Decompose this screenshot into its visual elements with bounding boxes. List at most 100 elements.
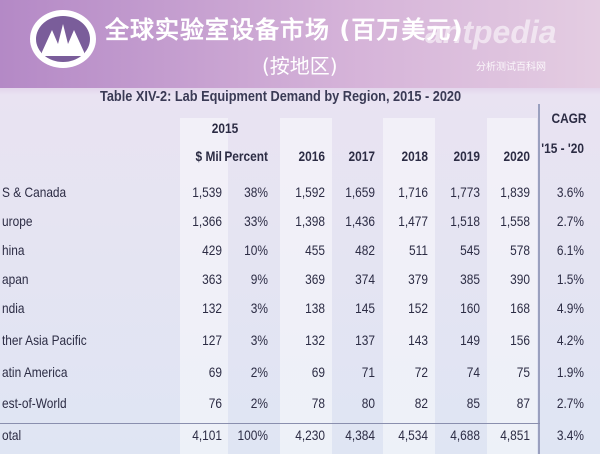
cell: 2.7% <box>556 213 584 229</box>
cell: 482 <box>355 242 375 258</box>
cell: 4,101 <box>192 427 222 443</box>
header-band <box>0 0 600 88</box>
cell: 4,688 <box>450 427 480 443</box>
watermark-sub: 分析测试百科网 <box>476 62 546 73</box>
column-header: Percent <box>224 148 268 164</box>
cell: 578 <box>510 242 530 258</box>
cell: 4,230 <box>295 427 325 443</box>
cell: 69 <box>311 364 325 380</box>
cell: 149 <box>460 332 480 348</box>
cell: 145 <box>355 300 375 316</box>
cell: 160 <box>460 300 480 316</box>
row-label: urope <box>2 213 33 229</box>
cell: 4,534 <box>398 427 428 443</box>
cell: 2% <box>250 364 268 380</box>
cell: 132 <box>202 300 222 316</box>
cell: 80 <box>361 395 375 411</box>
cell: 374 <box>355 271 375 287</box>
slide-title: 全球实验室设备市场 (百万美元) <box>105 16 464 44</box>
column-header: 2016 <box>298 148 325 164</box>
column-header: 2020 <box>503 148 530 164</box>
cell: 1,716 <box>398 184 428 200</box>
cell: 363 <box>202 271 222 287</box>
cell: 1,398 <box>295 213 325 229</box>
column-header: 2017 <box>348 148 375 164</box>
cell: 9% <box>250 271 268 287</box>
cell: 4.2% <box>556 332 584 348</box>
row-label: S & Canada <box>2 184 67 200</box>
cell: 2.7% <box>556 395 584 411</box>
cell: 4,384 <box>345 427 375 443</box>
watermark: antpedia <box>425 14 557 50</box>
cell: 3% <box>250 300 268 316</box>
column-header: '15 - '20 <box>541 140 584 156</box>
cell: 78 <box>311 395 325 411</box>
cell: 1.9% <box>556 364 584 380</box>
cell: 85 <box>466 395 480 411</box>
cell: 2% <box>250 395 268 411</box>
column-shade <box>383 118 435 454</box>
cell: 100% <box>237 427 268 443</box>
cell: 127 <box>202 332 222 348</box>
cell: 369 <box>305 271 325 287</box>
cell: 38% <box>244 184 268 200</box>
column-header: 2019 <box>453 148 480 164</box>
cell: 4.9% <box>556 300 584 316</box>
cell: 1,592 <box>295 184 325 200</box>
total-rule <box>0 423 540 424</box>
row-label: ndia <box>2 300 25 316</box>
cell: 4,851 <box>500 427 530 443</box>
cell: 1,839 <box>500 184 530 200</box>
divider <box>538 104 540 454</box>
cell: 156 <box>510 332 530 348</box>
cell: 168 <box>510 300 530 316</box>
cell: 74 <box>466 364 480 380</box>
cell: 1,518 <box>450 213 480 229</box>
cell: 6.1% <box>556 242 584 258</box>
cell: 72 <box>414 364 428 380</box>
cell: 87 <box>516 395 530 411</box>
cell: 76 <box>208 395 222 411</box>
column-shade <box>280 118 332 454</box>
cell: 33% <box>244 213 268 229</box>
group-header: CAGR <box>551 110 587 126</box>
cell: 143 <box>408 332 428 348</box>
cell: 385 <box>460 271 480 287</box>
column-shade <box>180 118 228 454</box>
cell: 379 <box>408 271 428 287</box>
cell: 429 <box>202 242 222 258</box>
cell: 3% <box>250 332 268 348</box>
cell: 137 <box>355 332 375 348</box>
cell: 3.4% <box>556 427 584 443</box>
cell: 71 <box>361 364 375 380</box>
cell: 455 <box>305 242 325 258</box>
cell: 1,773 <box>450 184 480 200</box>
cell: 69 <box>208 364 222 380</box>
cell: 511 <box>409 242 428 258</box>
row-label: otal <box>2 427 22 443</box>
cell: 75 <box>516 364 530 380</box>
cell: 10% <box>244 242 268 258</box>
cell: 1,539 <box>192 184 222 200</box>
cell: 1,436 <box>345 213 375 229</box>
cell: 1,659 <box>345 184 375 200</box>
cell: 152 <box>408 300 428 316</box>
slide-subtitle: (按地区) <box>262 54 338 78</box>
row-label: ther Asia Pacific <box>2 332 87 348</box>
row-label: hina <box>2 242 25 258</box>
row-label: atin America <box>2 364 68 380</box>
column-header: 2018 <box>401 148 428 164</box>
cell: 1,477 <box>398 213 428 229</box>
cell: 132 <box>305 332 325 348</box>
column-header: $ Mil <box>195 148 222 164</box>
cell: 138 <box>305 300 325 316</box>
group-header: 2015 <box>211 120 239 136</box>
logo <box>30 10 96 68</box>
column-shade <box>487 118 537 454</box>
cell: 3.6% <box>556 184 584 200</box>
cell: 1.5% <box>556 271 584 287</box>
cell: 545 <box>460 242 480 258</box>
cell: 1,366 <box>192 213 222 229</box>
table-caption: Table XIV-2: Lab Equipment Demand by Reg… <box>100 88 462 105</box>
